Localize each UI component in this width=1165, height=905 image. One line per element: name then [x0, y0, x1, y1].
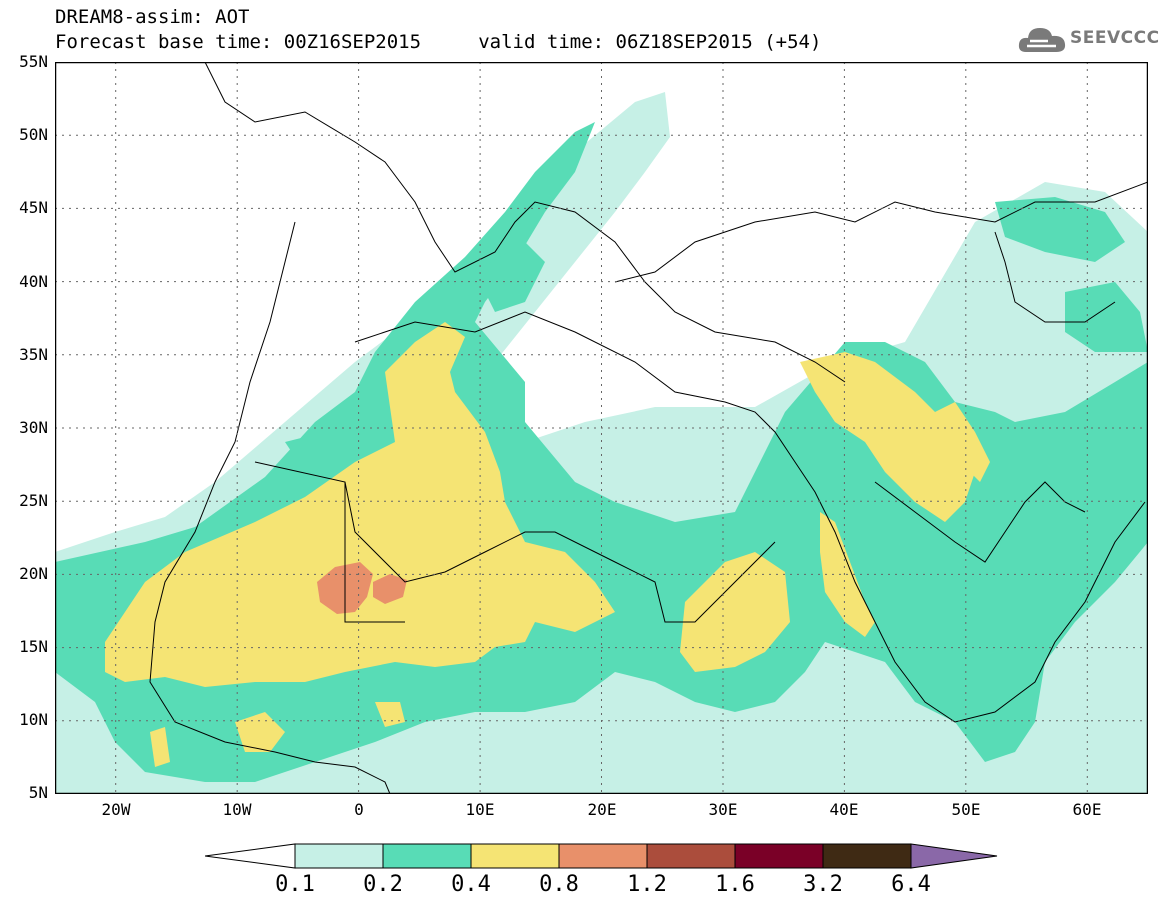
y-tick-label: 50N [19, 125, 48, 144]
colorbar-swatch-0.4 [470, 843, 560, 869]
colorbar-swatch-0.1 [294, 843, 384, 869]
forecast-time-subtitle: Forecast base time: 00Z16SEP2015 valid t… [55, 31, 822, 53]
y-tick-label: 55N [19, 52, 48, 71]
map-frame [55, 62, 1148, 794]
x-tick-label: 50E [951, 800, 981, 819]
logo-text: SEEVCCC [1070, 28, 1160, 48]
colorbar-high-arrow [910, 843, 998, 869]
colorbar-label: 1.2 [627, 872, 667, 897]
colorbar-swatch-3.2 [822, 843, 912, 869]
y-tick-label: 10N [19, 710, 48, 729]
x-tick-label: 20W [101, 800, 131, 819]
colorbar-swatch-1.6 [734, 843, 824, 869]
y-tick-label: 30N [19, 418, 48, 437]
y-tick-label: 40N [19, 272, 48, 291]
colorbar-label: 0.4 [451, 872, 491, 897]
aot-contour-0.4 [105, 322, 990, 767]
x-tick-label: 0 [354, 800, 364, 819]
colorbar-label: 1.6 [715, 872, 755, 897]
colorbar-swatch-0.2 [382, 843, 472, 869]
colorbar-label: 0.2 [363, 872, 403, 897]
colorbar-low-arrow [205, 843, 296, 869]
colorbar-label: 6.4 [891, 872, 931, 897]
y-tick-label: 5N [28, 783, 48, 802]
x-tick-label: 10W [222, 800, 252, 819]
y-tick-label: 25N [19, 491, 48, 510]
aot-map [55, 62, 1148, 794]
y-tick-label: 15N [19, 637, 48, 656]
colorbar-swatch-1.2 [646, 843, 736, 869]
x-tick-label: 40E [829, 800, 859, 819]
y-tick-label: 20N [19, 564, 48, 583]
x-tick-label: 60E [1072, 800, 1102, 819]
colorbar-label: 0.8 [539, 872, 579, 897]
lat-lon-grid [55, 62, 1148, 794]
x-tick-label: 30E [708, 800, 738, 819]
colorbar-swatch-0.8 [558, 843, 648, 869]
cloud-logo-icon [1018, 28, 1066, 52]
aot-colorbar [205, 843, 998, 869]
colorbar-label: 0.1 [275, 872, 315, 897]
x-tick-label: 10E [465, 800, 495, 819]
colorbar-label: 3.2 [803, 872, 843, 897]
y-tick-label: 35N [19, 345, 48, 364]
coastlines [149, 62, 1148, 794]
map-title: DREAM8-assim: AOT [55, 6, 250, 28]
x-tick-label: 20E [587, 800, 617, 819]
y-tick-label: 45N [19, 198, 48, 217]
seevccc-logo: SEEVCCC [1018, 22, 1160, 58]
